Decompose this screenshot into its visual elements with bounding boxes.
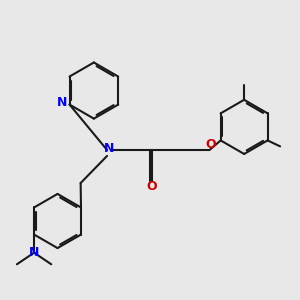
Text: O: O	[146, 180, 157, 193]
Text: O: O	[205, 138, 216, 151]
Text: N: N	[57, 96, 68, 110]
Text: N: N	[29, 246, 39, 259]
Text: N: N	[103, 142, 114, 155]
